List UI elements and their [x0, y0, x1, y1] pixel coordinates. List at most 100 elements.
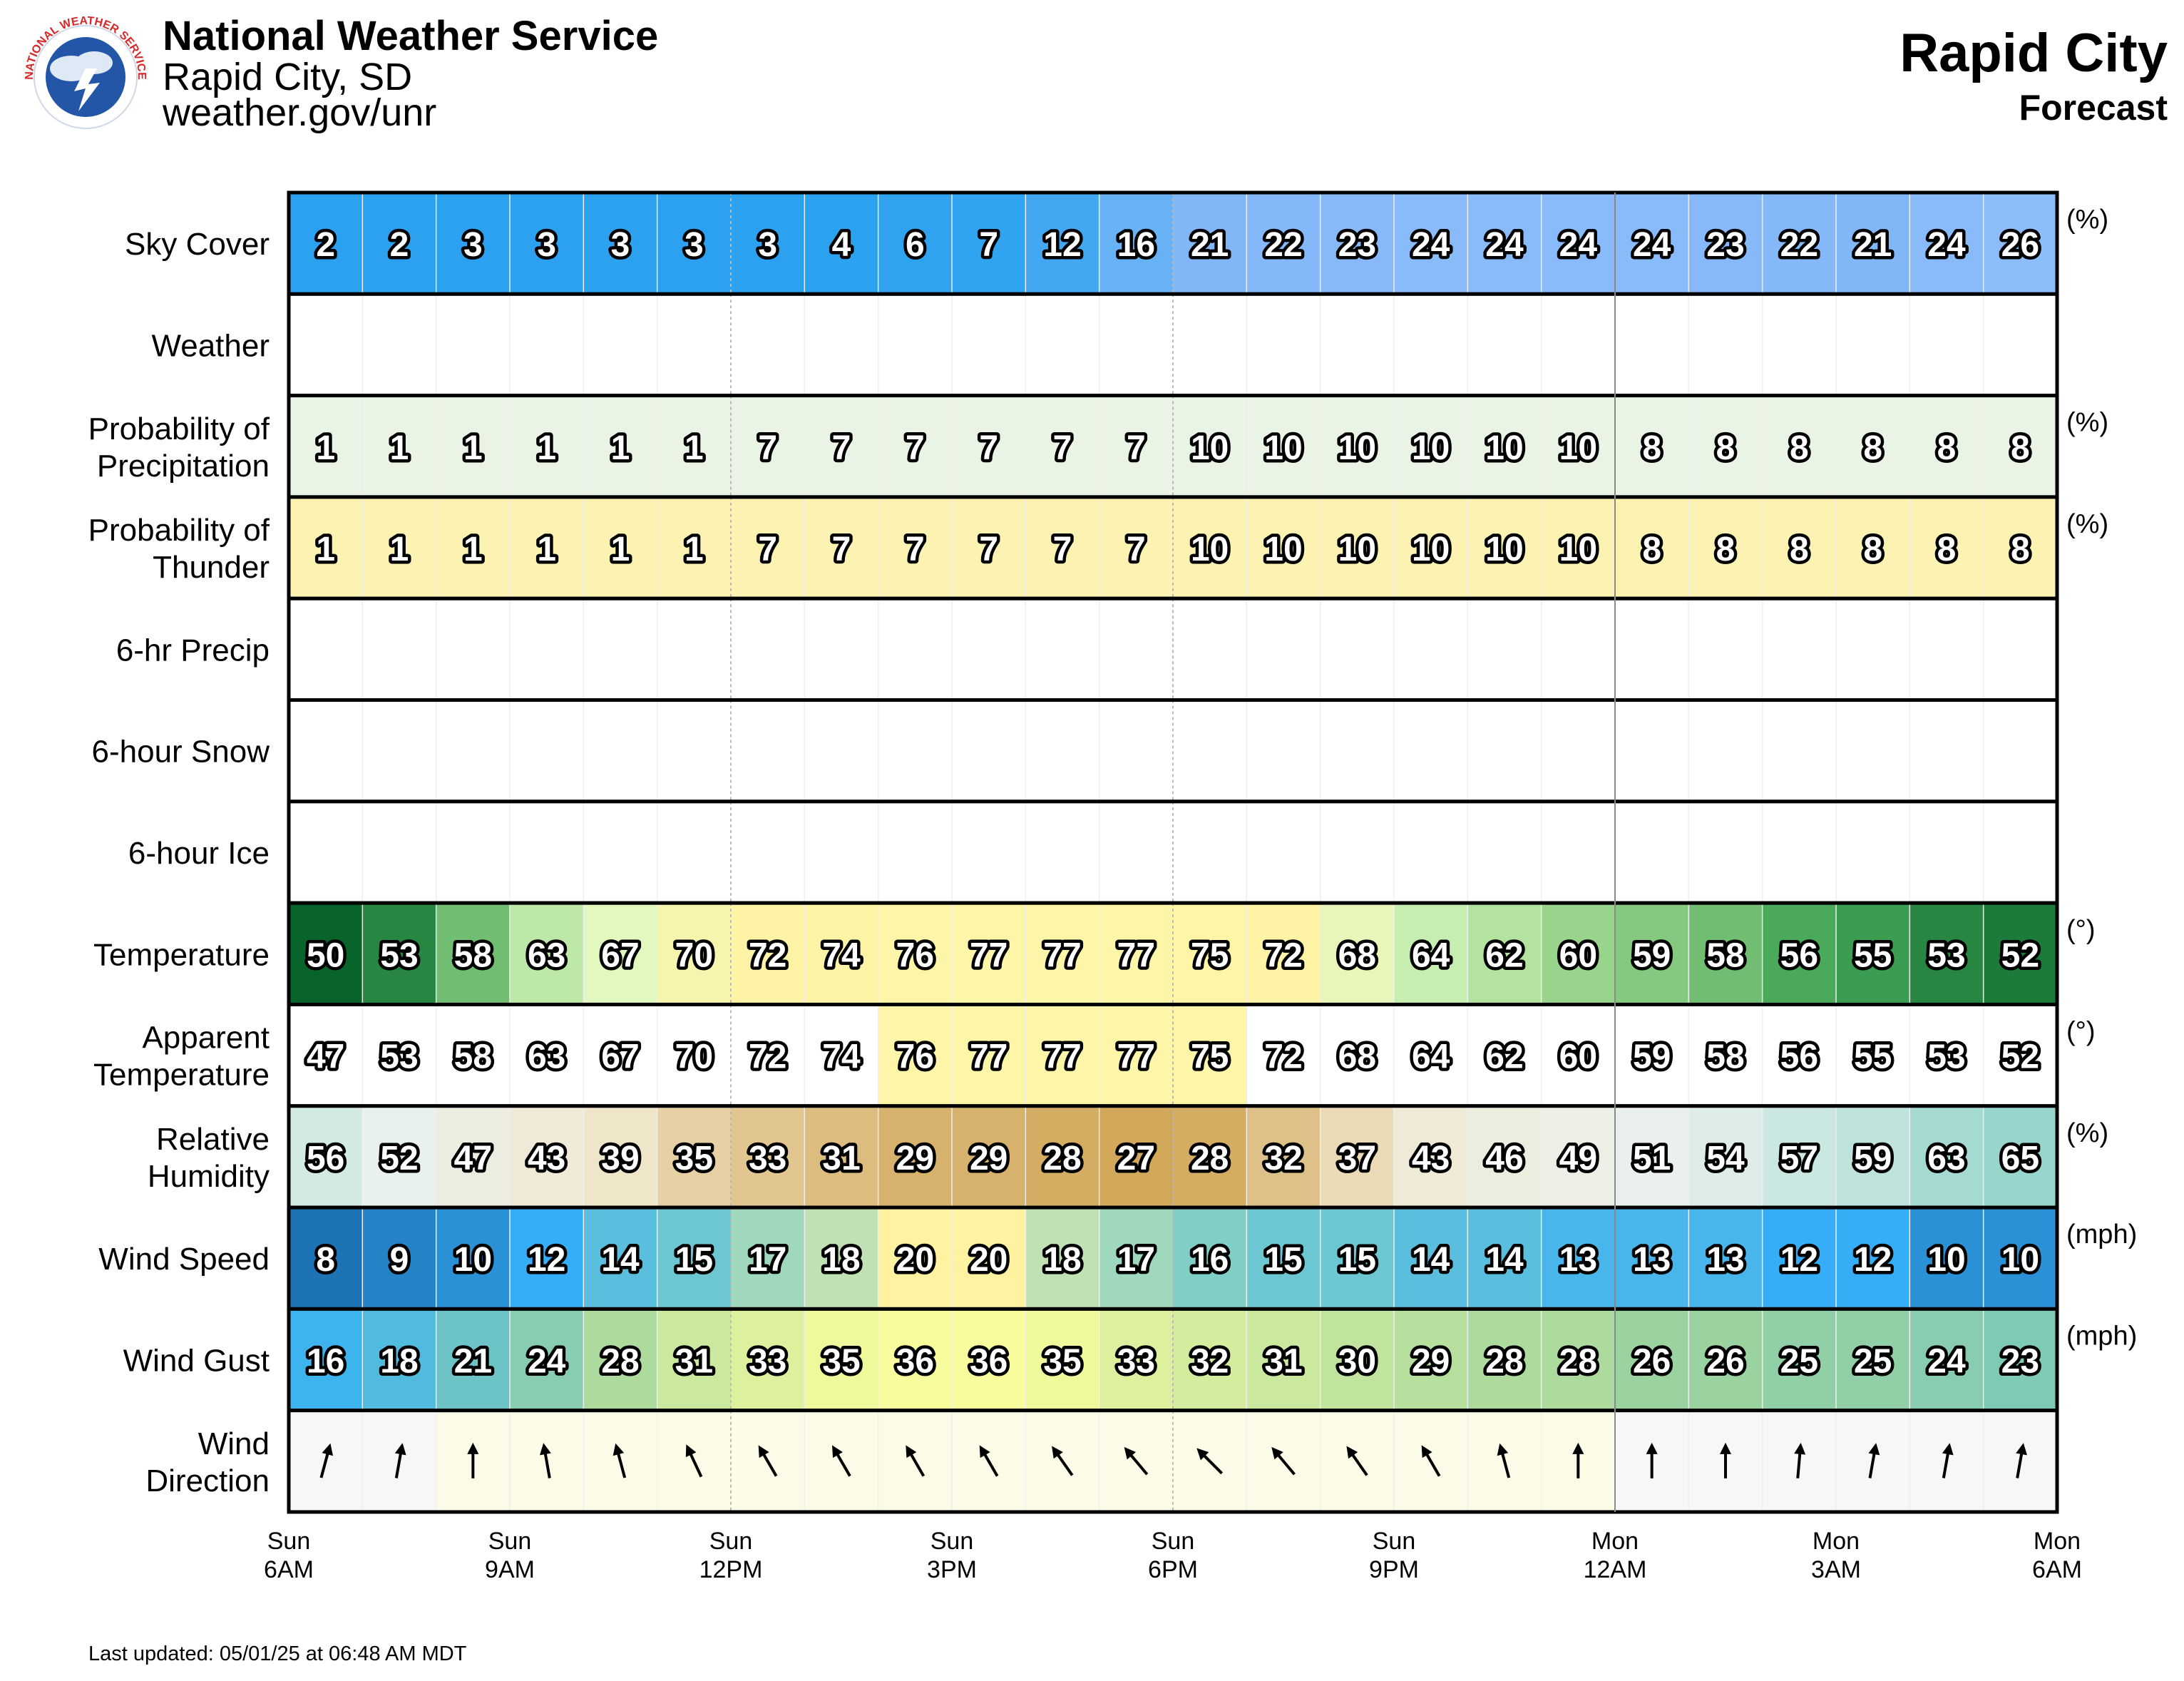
tick-time: 3PM — [927, 1556, 977, 1583]
cell-gust-8 — [878, 1309, 953, 1411]
value-rh: 29 — [896, 1140, 934, 1177]
value-pop: 10 — [1191, 429, 1229, 467]
cell-rh-15 — [1394, 1105, 1468, 1208]
cell-temp-0 — [289, 903, 363, 1005]
unit-pop: (%) — [2066, 408, 2108, 438]
cell-wx-10 — [1025, 294, 1100, 396]
cell-temp-10 — [1025, 903, 1100, 1005]
cell-temp-17 — [1541, 903, 1616, 1005]
value-rh: 28 — [1191, 1140, 1229, 1177]
cell-pop-9 — [952, 395, 1026, 497]
unit-wspd: (mph) — [2066, 1220, 2137, 1250]
cell-gust-5 — [657, 1309, 732, 1411]
wind-arrow-icon — [612, 1443, 627, 1478]
value-sky: 21 — [1854, 226, 1892, 264]
value-gust: 18 — [380, 1343, 418, 1381]
cell-ice-22 — [1909, 801, 1984, 904]
cell-qpf-16 — [1467, 598, 1542, 700]
cell-wx-3 — [510, 294, 584, 396]
wind-arrow-icon — [1572, 1442, 1584, 1478]
value-gust: 36 — [970, 1343, 1008, 1381]
cell-apparent-4 — [583, 1004, 658, 1106]
cell-rh-4 — [583, 1105, 658, 1208]
cell-wspd-12 — [1173, 1207, 1247, 1309]
cell-wx-16 — [1467, 294, 1542, 396]
value-rh: 43 — [1412, 1140, 1450, 1177]
value-thunder: 1 — [316, 531, 335, 568]
cell-apparent-10 — [1025, 1004, 1100, 1106]
cell-wspd-7 — [804, 1207, 879, 1309]
cell-thunder-20 — [1762, 496, 1837, 599]
cell-rh-9 — [952, 1105, 1026, 1208]
wind-arrow-icon — [1646, 1442, 1658, 1478]
cell-rh-10 — [1025, 1105, 1100, 1208]
cell-wspd-16 — [1467, 1207, 1542, 1309]
cell-ice-6 — [731, 801, 805, 904]
value-apparent: 77 — [970, 1038, 1008, 1076]
cell-ice-0 — [289, 801, 363, 904]
value-pop: 1 — [685, 429, 704, 467]
value-thunder: 1 — [685, 531, 704, 568]
value-sky: 3 — [537, 226, 556, 264]
cell-apparent-20 — [1762, 1004, 1837, 1106]
cell-temp-7 — [804, 903, 879, 1005]
cell-pop-3 — [510, 395, 584, 497]
cell-gust-12 — [1173, 1309, 1247, 1411]
value-wspd: 9 — [390, 1241, 409, 1279]
value-sky: 3 — [463, 226, 483, 264]
cell-temp-5 — [657, 903, 732, 1005]
value-temp: 64 — [1412, 936, 1450, 974]
cell-rh-5 — [657, 1105, 732, 1208]
value-gust: 26 — [1706, 1343, 1744, 1381]
row-gust: 16 18 21 24 28 31 33 35 36 36 35 33 32 31 30 29 28 28 26 26… — [287, 1307, 2059, 1413]
value-sky: 24 — [1412, 226, 1450, 264]
cell-thunder-18 — [1615, 496, 1689, 599]
value-gust: 31 — [675, 1343, 713, 1381]
cell-qpf-18 — [1615, 598, 1689, 700]
value-gust: 30 — [1338, 1343, 1376, 1381]
value-temp: 67 — [601, 936, 639, 974]
value-pop: 1 — [316, 429, 335, 467]
cell-wspd-15 — [1394, 1207, 1468, 1309]
cell-thunder-11 — [1099, 496, 1174, 599]
cell-thunder-14 — [1320, 496, 1395, 599]
value-thunder: 8 — [1937, 531, 1957, 568]
cell-wx-21 — [1836, 294, 1910, 396]
cell-pop-10 — [1025, 395, 1100, 497]
value-wspd: 17 — [1117, 1241, 1155, 1279]
value-pop: 8 — [1937, 429, 1957, 467]
cell-sky-3 — [510, 193, 584, 295]
cell-apparent-18 — [1615, 1004, 1689, 1106]
cell-wx-12 — [1173, 294, 1247, 396]
value-wspd: 17 — [749, 1241, 786, 1279]
unit-sky: (%) — [2066, 205, 2108, 235]
last-updated: Last updated: 05/01/25 at 06:48 AM MDT — [88, 1642, 467, 1665]
cell-ice-2 — [436, 801, 511, 904]
cell-apparent-14 — [1320, 1004, 1395, 1106]
cell-wx-14 — [1320, 294, 1395, 396]
cell-qpf-17 — [1541, 598, 1616, 700]
value-apparent: 76 — [896, 1038, 934, 1076]
cell-ice-7 — [804, 801, 879, 904]
cell-temp-23 — [1983, 903, 2058, 1005]
value-wspd: 14 — [1412, 1241, 1450, 1279]
wind-arrow-icon — [1720, 1442, 1731, 1478]
row-label-temp: Temperature — [93, 937, 270, 972]
wind-arrow-icon — [1794, 1442, 1806, 1478]
tick-time: 12PM — [699, 1556, 763, 1583]
cell-wx-9 — [952, 294, 1026, 396]
cell-qpf-13 — [1246, 598, 1321, 700]
value-sky: 23 — [1338, 226, 1376, 264]
cell-snow-17 — [1541, 700, 1616, 802]
cell-pop-18 — [1615, 395, 1689, 497]
value-apparent: 62 — [1485, 1038, 1523, 1076]
cell-pop-15 — [1394, 395, 1468, 497]
value-temp: 72 — [1264, 936, 1302, 974]
value-thunder: 7 — [1053, 531, 1072, 568]
cell-apparent-16 — [1467, 1004, 1542, 1106]
office-url: weather.gov/unr — [162, 91, 436, 134]
cell-qpf-6 — [731, 598, 805, 700]
cell-ice-19 — [1688, 801, 1763, 904]
cell-snow-2 — [436, 700, 511, 802]
cell-pop-12 — [1173, 395, 1247, 497]
